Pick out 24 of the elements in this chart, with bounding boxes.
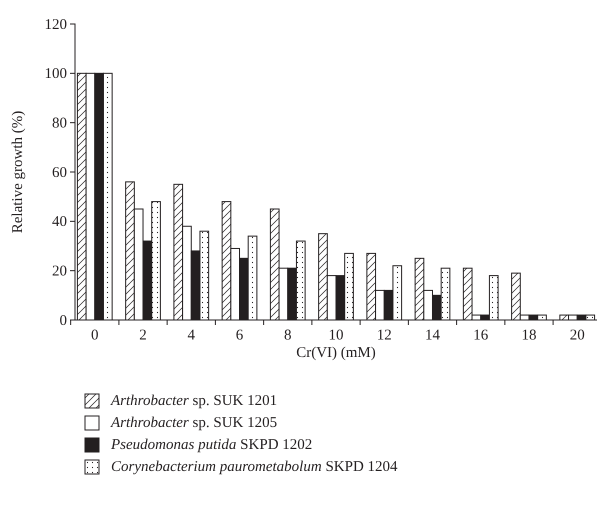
x-tick-label: 6 — [236, 328, 244, 344]
x-tick-label: 8 — [284, 328, 292, 344]
x-tick-label: 16 — [473, 328, 489, 344]
y-axis-title: Relative growth (%) — [10, 110, 26, 234]
y-tick-label: 40 — [52, 214, 67, 230]
x-tick-label: 18 — [521, 328, 536, 344]
x-tick-label: 10 — [328, 328, 344, 344]
legend-label: Pseudomonas putida SKPD 1202 — [110, 437, 312, 453]
x-tick-label: 0 — [91, 328, 99, 344]
y-tick-label: 60 — [52, 164, 67, 181]
y-tick-label: 0 — [60, 312, 67, 329]
legend-label: Arthrobacter sp. SUK 1201 — [110, 393, 278, 409]
x-tick-label: 14 — [424, 328, 440, 344]
legend-label: Corynebacterium paurometabolum SKPD 1204 — [111, 459, 398, 475]
y-tick-label: 120 — [44, 16, 67, 33]
x-tick-label: 20 — [570, 328, 585, 344]
x-tick-label: 4 — [188, 328, 196, 344]
x-tick-label: 12 — [376, 328, 392, 344]
x-tick-label: 2 — [139, 328, 147, 344]
y-tick-label: 100 — [44, 66, 67, 82]
y-tick-label: 80 — [52, 115, 67, 132]
y-tick-label: 20 — [52, 263, 67, 280]
x-axis-title: Cr(VI) (mM) — [296, 345, 376, 361]
legend-label: Arthrobacter sp. SUK 1205 — [110, 415, 278, 431]
